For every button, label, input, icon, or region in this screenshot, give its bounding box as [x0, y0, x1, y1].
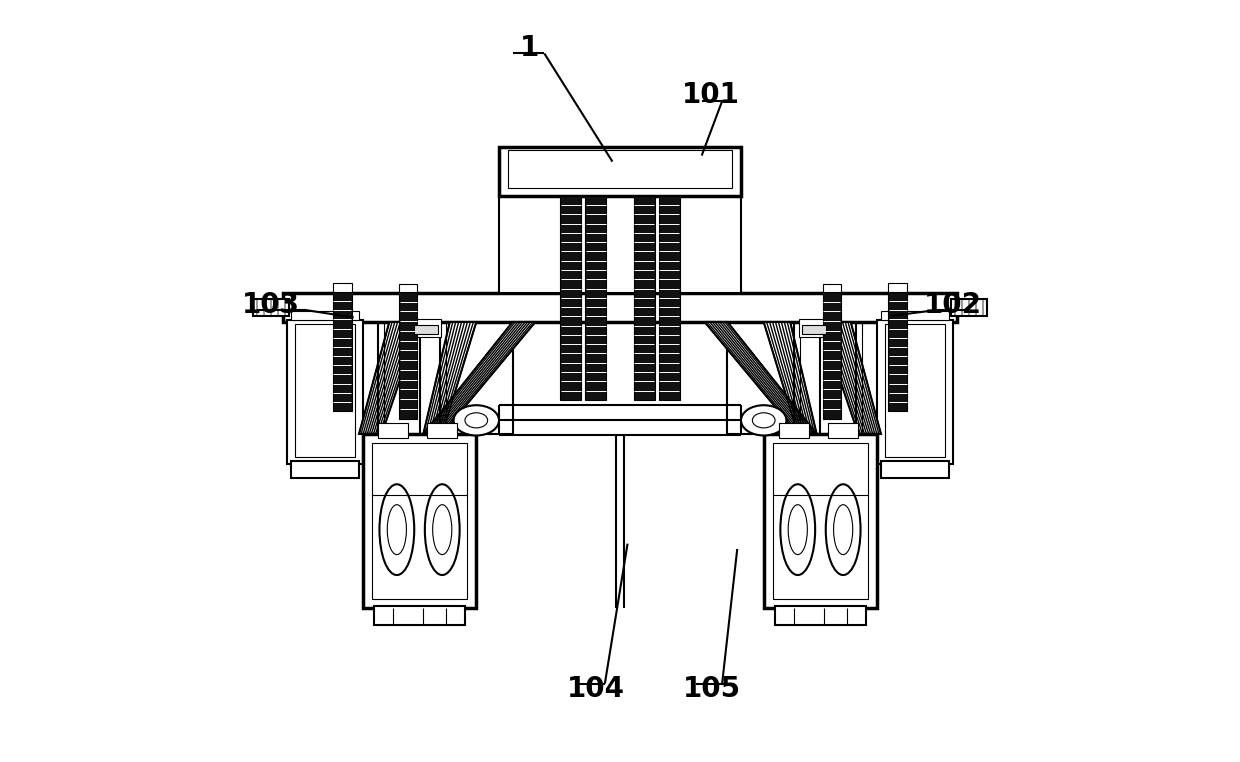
Bar: [888, 283, 908, 292]
Bar: [801, 325, 826, 334]
Bar: [372, 443, 467, 599]
Ellipse shape: [789, 504, 807, 555]
Bar: [399, 292, 418, 419]
Bar: [420, 322, 512, 434]
Ellipse shape: [833, 504, 853, 555]
Bar: [378, 423, 408, 437]
Text: 102: 102: [924, 291, 982, 319]
Text: 104: 104: [567, 675, 625, 703]
Polygon shape: [704, 322, 817, 434]
Ellipse shape: [425, 485, 460, 575]
Ellipse shape: [379, 485, 414, 575]
Ellipse shape: [433, 504, 451, 555]
Bar: [332, 292, 352, 411]
Bar: [877, 321, 952, 464]
Polygon shape: [821, 322, 880, 434]
Bar: [822, 284, 841, 292]
Bar: [284, 293, 956, 322]
Ellipse shape: [780, 485, 815, 575]
Bar: [775, 606, 866, 625]
Bar: [560, 196, 582, 400]
Bar: [728, 322, 820, 434]
Ellipse shape: [465, 413, 487, 428]
Bar: [412, 319, 441, 337]
Bar: [822, 292, 841, 419]
Polygon shape: [360, 322, 419, 434]
Bar: [951, 299, 987, 316]
Polygon shape: [423, 322, 536, 434]
Ellipse shape: [387, 504, 407, 555]
Ellipse shape: [826, 485, 861, 575]
Bar: [799, 319, 828, 337]
Bar: [585, 196, 606, 400]
Ellipse shape: [454, 405, 498, 435]
Bar: [295, 325, 355, 456]
Bar: [658, 196, 680, 400]
Bar: [291, 461, 360, 478]
Bar: [634, 196, 655, 400]
Bar: [291, 312, 360, 321]
Text: 101: 101: [682, 81, 740, 109]
Polygon shape: [764, 322, 817, 434]
Bar: [363, 434, 476, 608]
Bar: [498, 196, 742, 293]
Text: 105: 105: [683, 675, 742, 703]
Ellipse shape: [753, 413, 775, 428]
Bar: [414, 325, 439, 334]
Bar: [828, 423, 858, 437]
Bar: [880, 461, 949, 478]
Bar: [764, 434, 877, 608]
Polygon shape: [423, 322, 476, 434]
Text: 1: 1: [520, 34, 539, 62]
Ellipse shape: [742, 405, 786, 435]
Bar: [332, 283, 352, 292]
Bar: [288, 321, 363, 464]
Bar: [399, 284, 418, 292]
Bar: [779, 423, 810, 437]
Bar: [885, 325, 945, 456]
Bar: [253, 299, 289, 316]
Bar: [508, 150, 732, 188]
Bar: [773, 443, 868, 599]
Bar: [880, 312, 949, 321]
Text: 103: 103: [242, 291, 300, 319]
Bar: [427, 423, 458, 437]
Bar: [374, 606, 465, 625]
Bar: [498, 146, 742, 196]
Bar: [888, 292, 908, 411]
